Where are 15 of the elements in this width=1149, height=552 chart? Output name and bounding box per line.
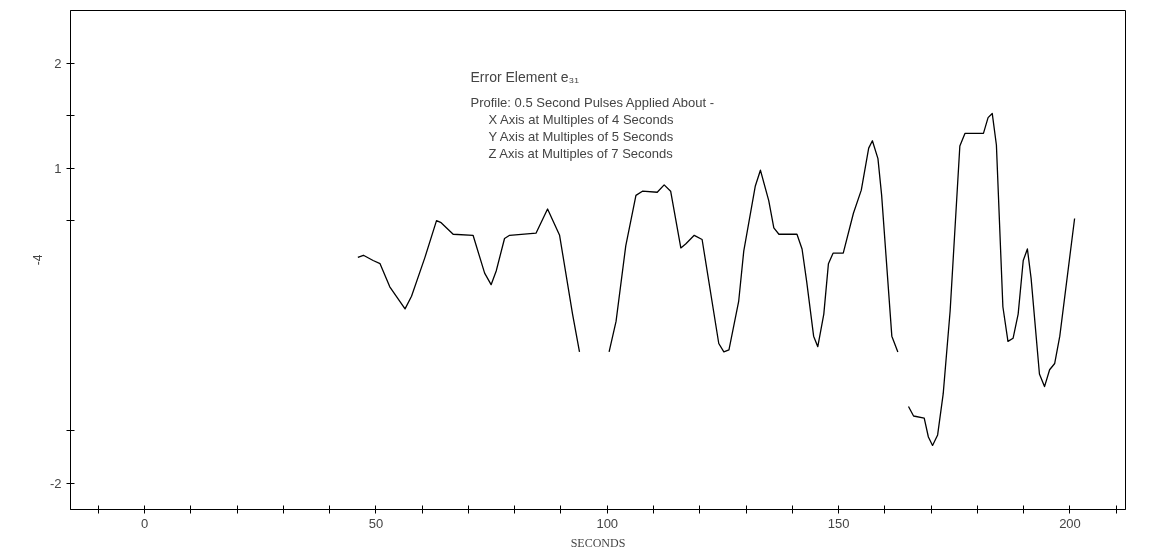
y-axis-title: -4 <box>30 254 45 266</box>
x-tick-label: 0 <box>140 515 149 531</box>
text: Error Element e₃₁ <box>470 68 580 85</box>
x-tick-label: 100 <box>596 515 619 531</box>
x-tick-label: 50 <box>368 515 384 531</box>
annotation: Profile: 0.5 Second Pulses Applied About - <box>470 94 715 110</box>
annotation: Y Axis at Multiples of 5 Seconds <box>488 128 674 144</box>
x-tick-label: 200 <box>1059 515 1081 531</box>
annotation: X Axis at Multiples of 4 Seconds <box>488 111 674 127</box>
x-axis-title: SECONDS <box>570 535 626 550</box>
y-tick-label: 1 <box>54 160 62 176</box>
y-tick-label: 2 <box>54 55 62 71</box>
y-tick-label: -2 <box>49 475 62 491</box>
annotation: Z Axis at Multiples of 7 Seconds <box>488 145 674 161</box>
x-tick-label: 150 <box>827 515 850 531</box>
